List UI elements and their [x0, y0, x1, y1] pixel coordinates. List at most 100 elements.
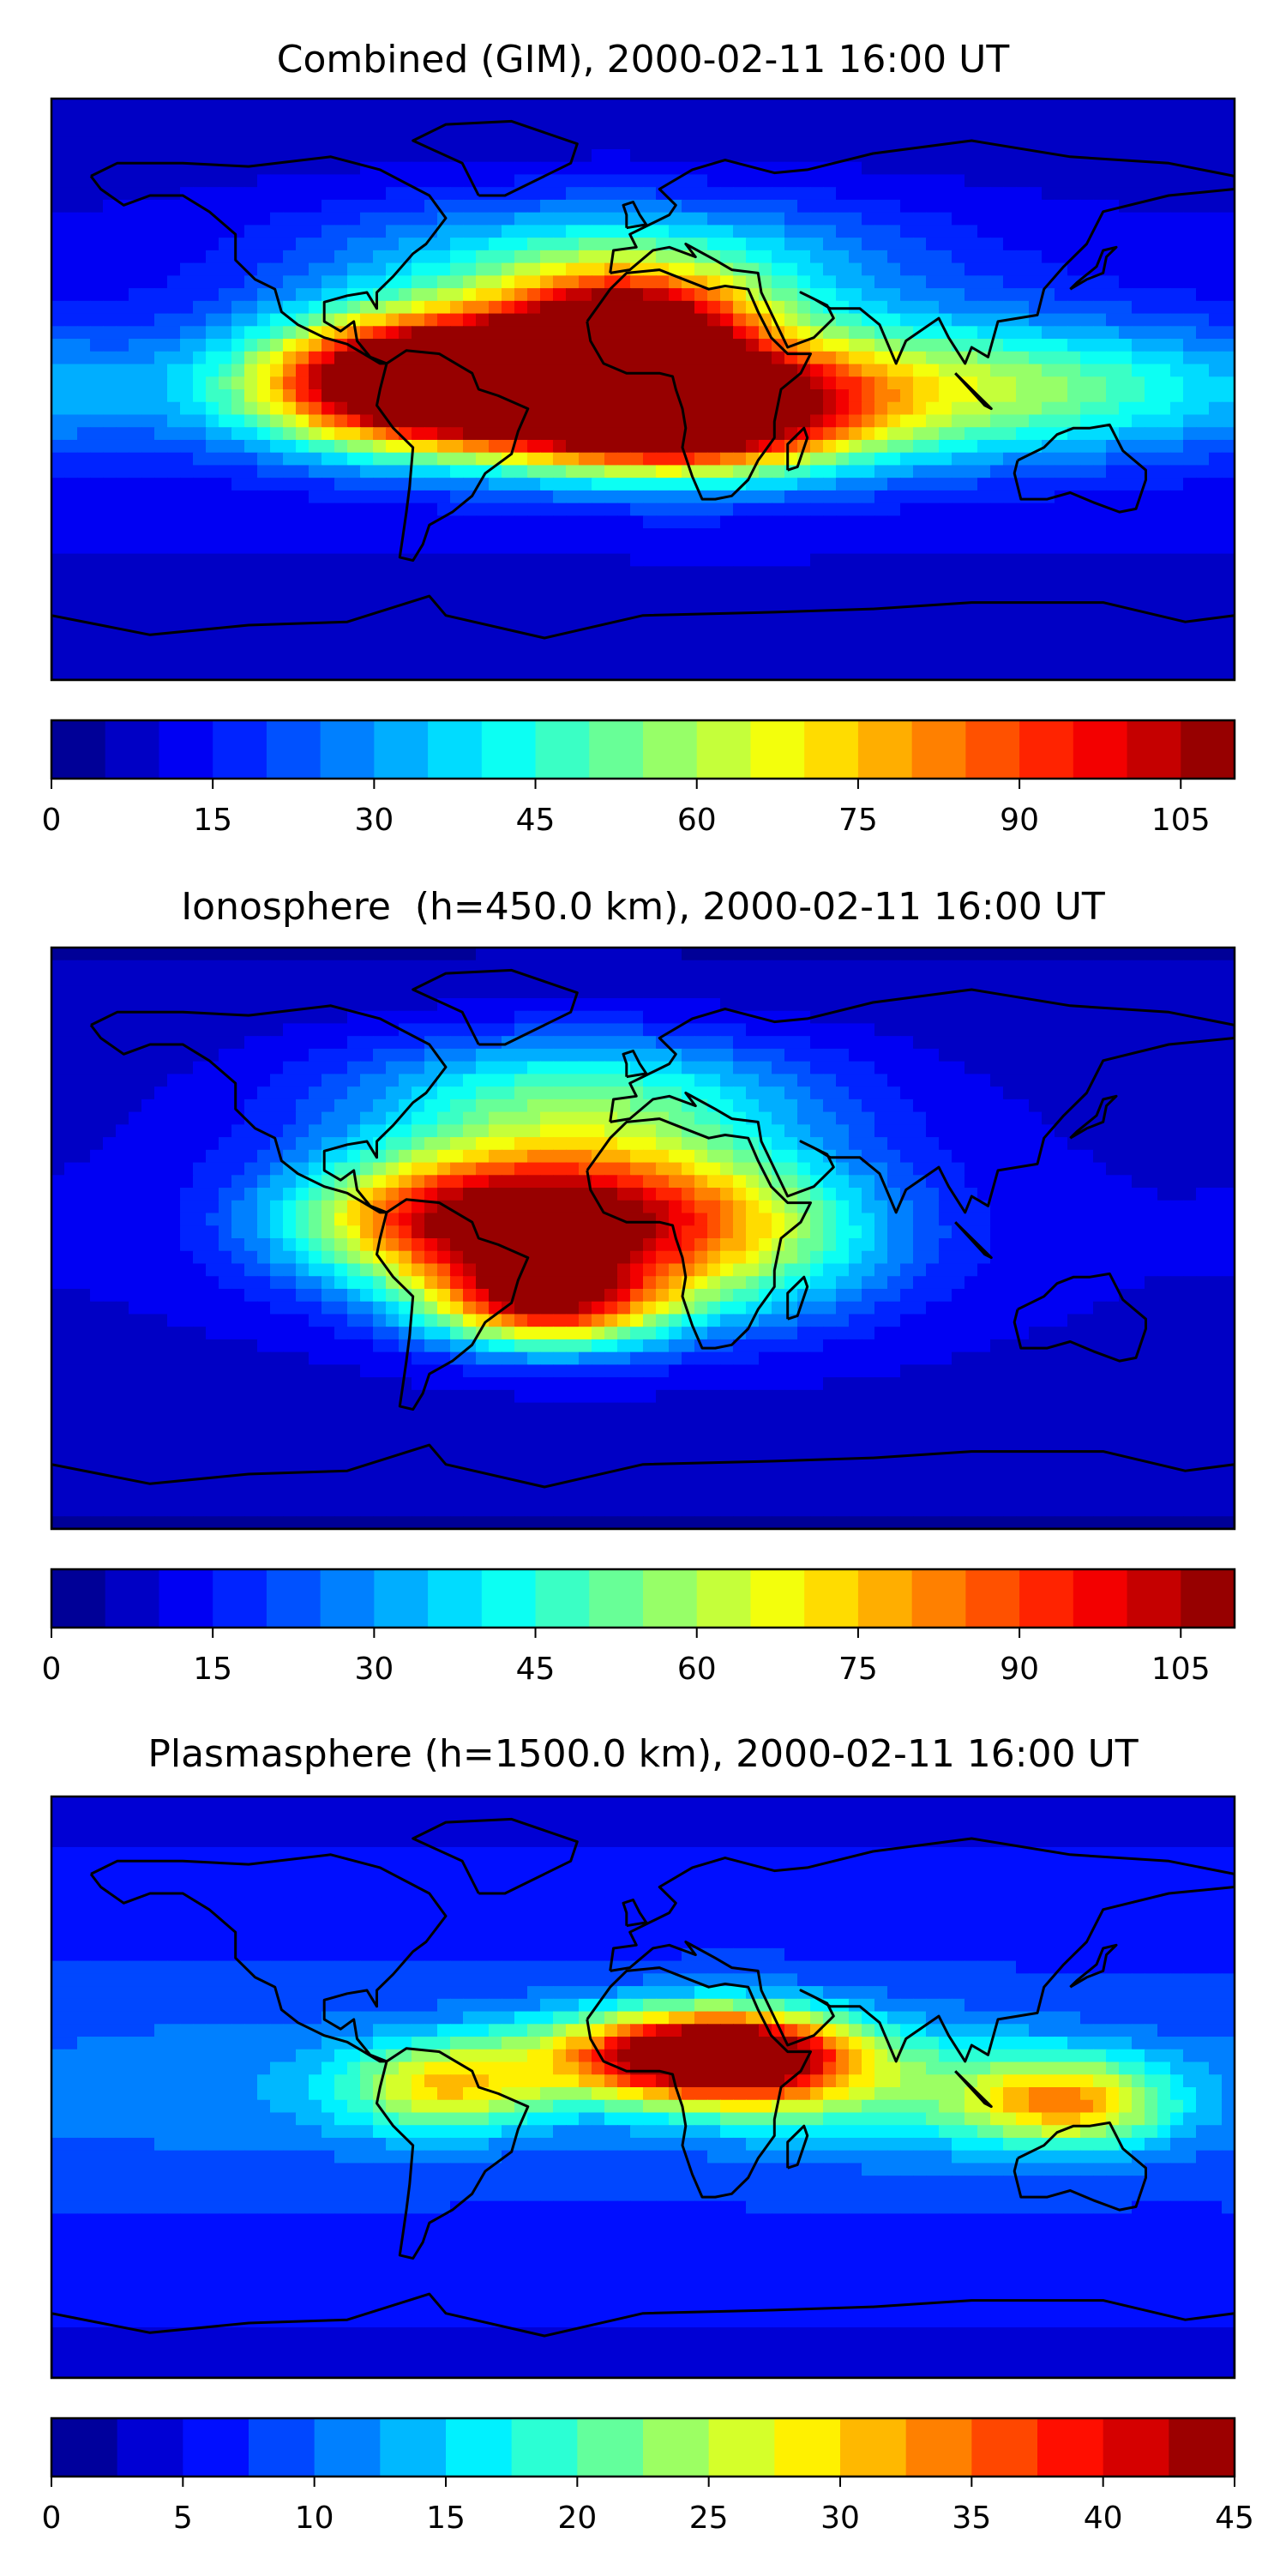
contour-cell: [1055, 972, 1068, 986]
contour-cell: [990, 642, 1004, 656]
contour-cell: [257, 985, 271, 999]
contour-cell: [399, 162, 412, 176]
contour-cell: [309, 566, 322, 580]
contour-cell: [334, 629, 348, 643]
contour-cell: [874, 238, 888, 251]
contour-cell: [283, 174, 297, 188]
contour-cell: [849, 275, 862, 289]
contour-cell: [553, 541, 567, 555]
contour-cell: [437, 389, 451, 403]
contour-cell: [167, 376, 181, 390]
contour-cell: [154, 99, 168, 112]
contour-cell: [360, 263, 374, 277]
contour-cell: [720, 948, 734, 961]
contour-cell: [103, 301, 117, 315]
contour-cell: [1003, 149, 1017, 163]
contour-cell: [656, 111, 670, 125]
contour-cell: [553, 503, 567, 517]
contour-cell: [1222, 225, 1235, 238]
contour-cell: [746, 503, 760, 517]
contour-cell: [463, 99, 477, 112]
contour-cell: [849, 440, 862, 454]
contour-cell: [617, 301, 631, 315]
contour-cell: [746, 579, 760, 593]
contour-cell: [1209, 402, 1223, 416]
contour-cell: [1067, 579, 1081, 593]
contour-cell: [720, 288, 734, 302]
contour-cell: [913, 948, 927, 961]
contour-cell: [103, 528, 117, 542]
contour-cell: [913, 667, 927, 681]
contour-cell: [1080, 655, 1094, 669]
contour-cell: [283, 592, 297, 605]
contour-cell: [990, 1011, 1004, 1025]
contour-cell: [180, 376, 194, 390]
contour-cell: [669, 515, 682, 529]
contour-cell: [360, 503, 374, 517]
contour-cell: [386, 111, 400, 125]
contour-cell: [1132, 414, 1145, 428]
contour-cell: [193, 440, 207, 454]
contour-cell: [926, 288, 940, 302]
contour-cell: [231, 288, 245, 302]
contour-cell: [437, 111, 451, 125]
contour-cell: [1042, 162, 1055, 176]
contour-cell: [579, 225, 592, 238]
contour-cell: [103, 427, 117, 441]
contour-cell: [604, 99, 618, 112]
contour-cell: [103, 605, 117, 618]
contour-cell: [450, 275, 464, 289]
contour-cell: [733, 250, 747, 264]
contour-cell: [939, 617, 952, 630]
contour-cell: [180, 592, 194, 605]
contour-cell: [553, 440, 567, 454]
contour-cell: [617, 655, 631, 669]
contour-cell: [553, 149, 567, 163]
contour-cell: [502, 99, 515, 112]
contour-cell: [926, 998, 940, 1012]
contour-cell: [322, 453, 335, 466]
contour-cell: [231, 364, 245, 378]
contour-cell: [1080, 414, 1094, 428]
contour-cell: [322, 402, 335, 416]
contour-cell: [1042, 528, 1055, 542]
contour-cell: [77, 478, 91, 491]
contour-cell: [51, 998, 65, 1012]
contour-cell: [1080, 200, 1094, 214]
contour-cell: [244, 453, 258, 466]
contour-cell: [707, 453, 721, 466]
contour-cell: [823, 414, 837, 428]
contour-cell: [154, 960, 168, 974]
contour-cell: [1157, 528, 1171, 542]
contour-cell: [1222, 389, 1235, 403]
contour-cell: [463, 528, 477, 542]
contour-cell: [694, 465, 708, 478]
contour-cell: [579, 123, 592, 137]
contour-cell: [887, 389, 901, 403]
contour-cell: [939, 440, 952, 454]
contour-cell: [373, 263, 387, 277]
contour-cell: [244, 200, 258, 214]
contour-cell: [1080, 111, 1094, 125]
contour-cell: [489, 225, 502, 238]
colorbar-tick-label: 0: [42, 803, 62, 838]
contour-cell: [283, 339, 297, 352]
contour-cell: [399, 1011, 412, 1025]
contour-cell: [437, 238, 451, 251]
contour-cell: [167, 427, 181, 441]
contour-cell: [592, 250, 605, 264]
contour-cell: [836, 364, 850, 378]
contour-cell: [129, 99, 142, 112]
contour-cell: [309, 414, 322, 428]
contour-cell: [553, 528, 567, 542]
contour-cell: [1029, 238, 1043, 251]
contour-cell: [862, 491, 875, 504]
colorbar-band: [804, 720, 858, 779]
contour-cell: [309, 200, 322, 214]
contour-cell: [1209, 592, 1223, 605]
contour-cell: [51, 667, 65, 681]
contour-cell: [977, 427, 991, 441]
contour-cell: [193, 301, 207, 315]
contour-cell: [1209, 99, 1223, 112]
contour-cell: [1209, 301, 1223, 315]
